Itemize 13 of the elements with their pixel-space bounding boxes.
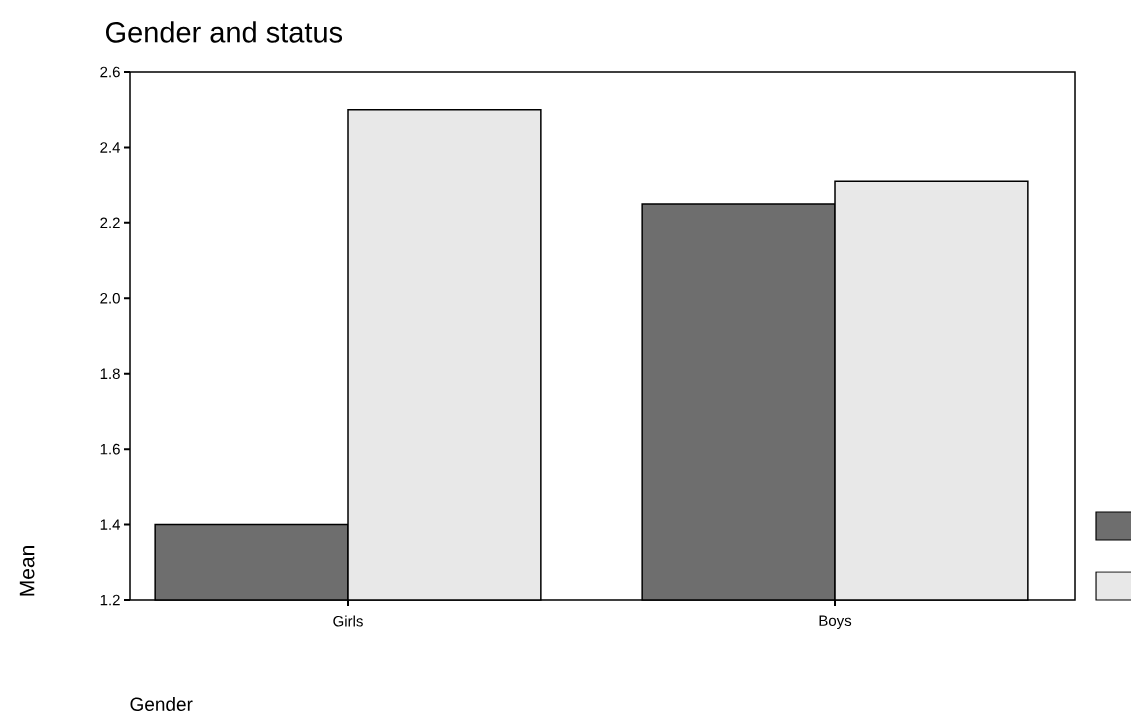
y-tick-label: 1.6 bbox=[100, 443, 120, 455]
y-tick-label: 2.0 bbox=[100, 292, 120, 304]
y-tick-label: 1.4 bbox=[100, 519, 121, 530]
y-axis-title: Mean bbox=[19, 546, 35, 596]
x-tick-label: Girls bbox=[333, 615, 363, 627]
x-tick-label: Boys bbox=[819, 615, 852, 629]
chart-title: Gender and status bbox=[106, 21, 343, 43]
y-tick-label: 1.8 bbox=[100, 368, 120, 380]
y-tick-label: 1.2 bbox=[100, 594, 120, 606]
x-axis-title: Gender bbox=[130, 697, 193, 711]
y-tick-label: 2.4 bbox=[100, 142, 121, 153]
y-tick-label: 2.6 bbox=[100, 66, 120, 78]
y-tick-label: 2.2 bbox=[100, 217, 120, 229]
